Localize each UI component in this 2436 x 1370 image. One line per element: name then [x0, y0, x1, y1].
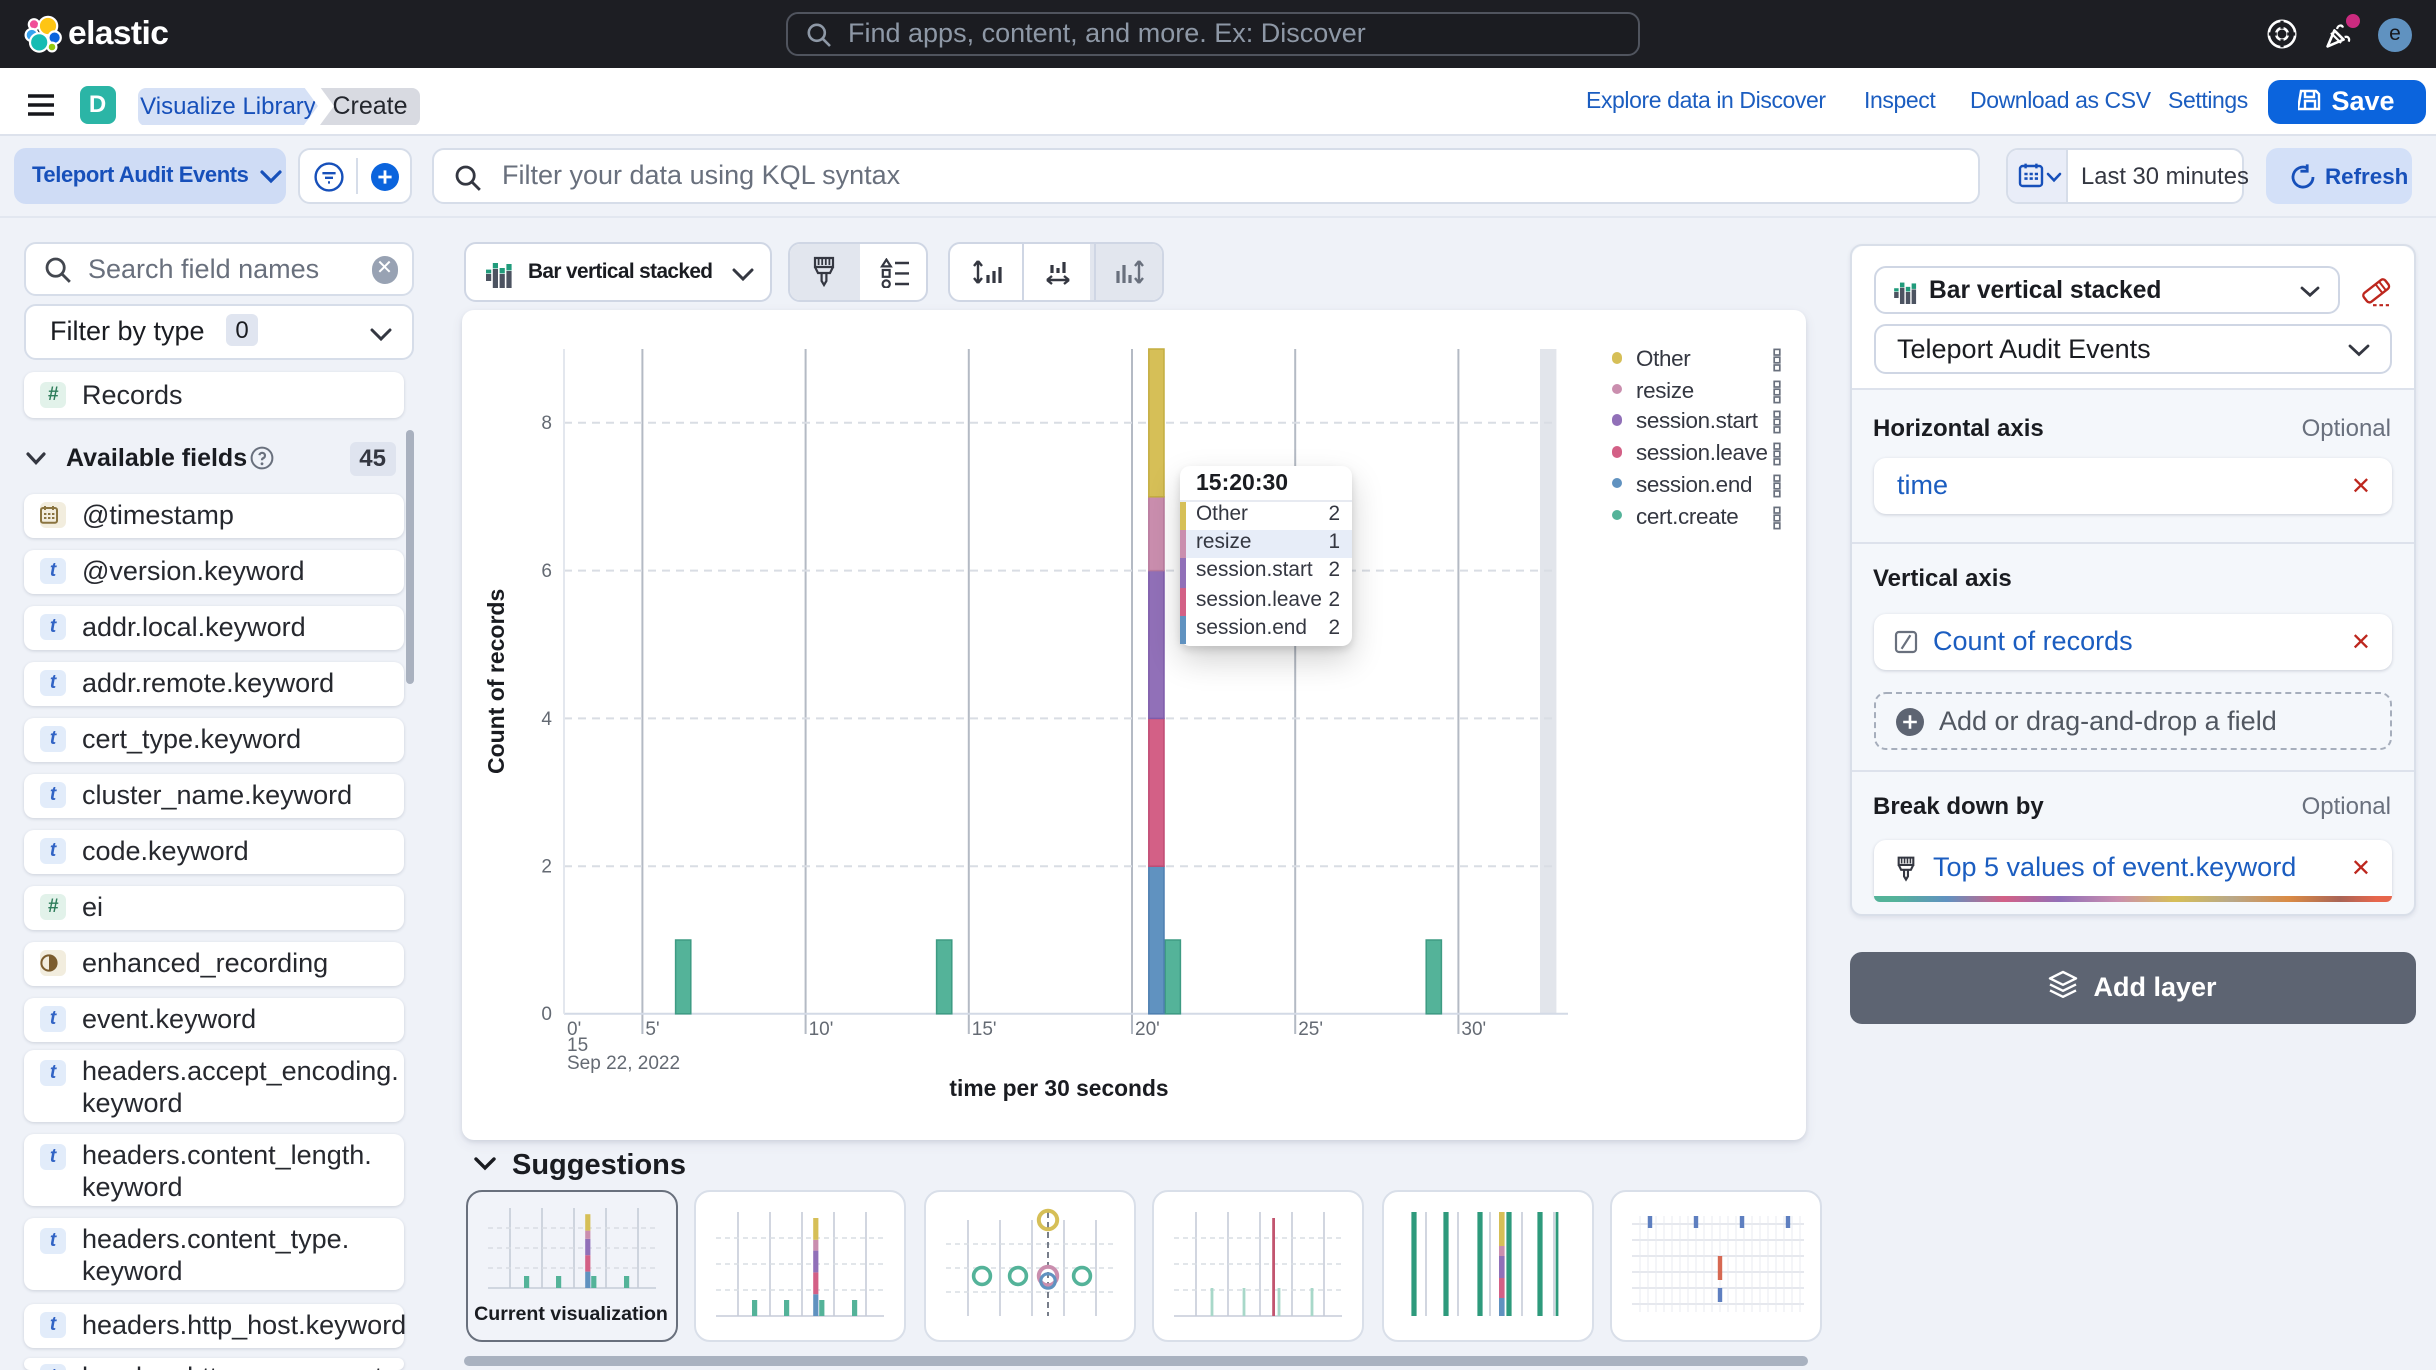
svg-text:0': 0'	[566, 1019, 580, 1040]
svg-text:25': 25'	[1297, 1019, 1322, 1040]
svg-text:15': 15'	[971, 1019, 996, 1040]
svg-text:Count of records: Count of records	[482, 589, 508, 774]
svg-text:2: 2	[540, 857, 551, 878]
svg-text:10': 10'	[808, 1019, 833, 1040]
svg-text:5': 5'	[644, 1019, 658, 1040]
svg-text:4: 4	[540, 709, 551, 730]
svg-text:15: 15	[566, 1035, 587, 1056]
svg-text:time per 30 seconds: time per 30 seconds	[948, 1075, 1167, 1101]
svg-text:6: 6	[540, 561, 551, 582]
svg-text:0: 0	[540, 1004, 551, 1025]
svg-text:30': 30'	[1460, 1019, 1485, 1040]
svg-text:20': 20'	[1134, 1019, 1159, 1040]
svg-text:Sep 22, 2022: Sep 22, 2022	[566, 1053, 679, 1074]
svg-text:8: 8	[540, 413, 551, 434]
